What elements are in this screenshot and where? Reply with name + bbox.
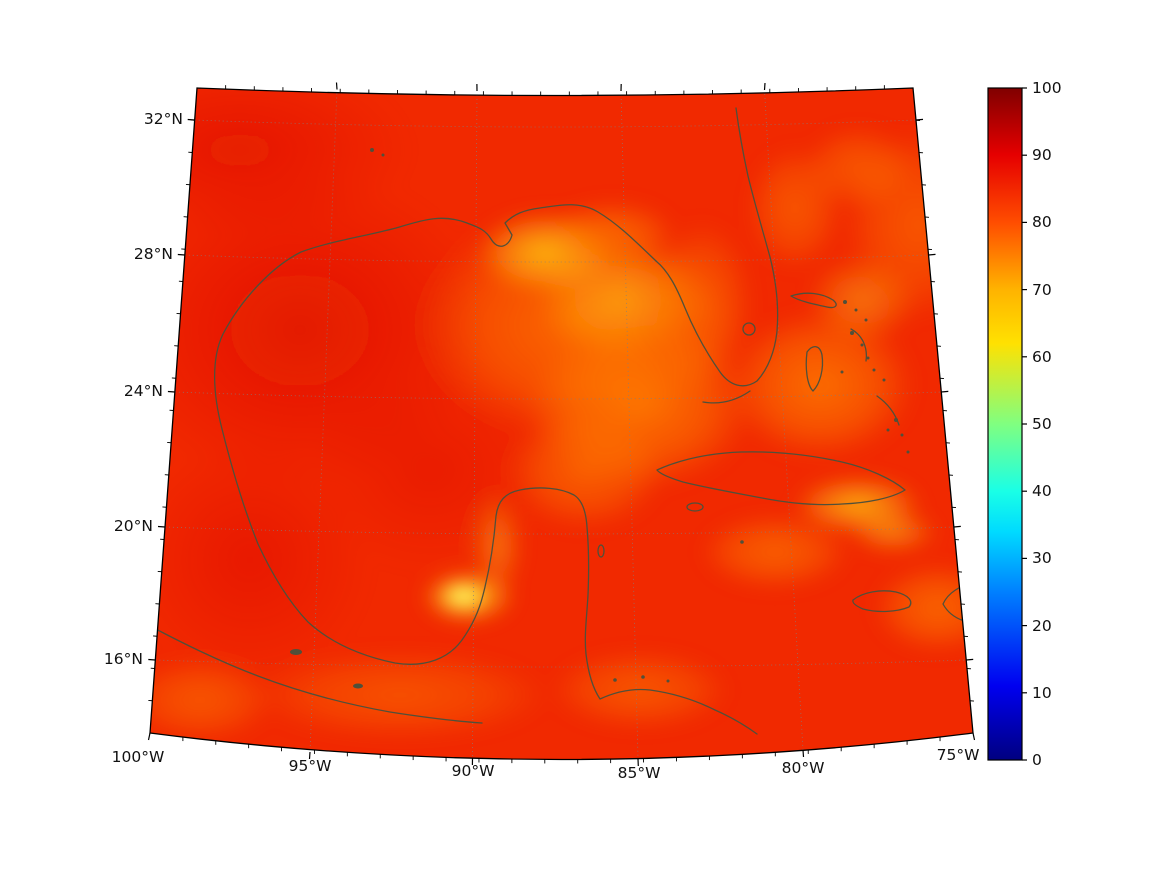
colorbar-ticks bbox=[1022, 87, 1027, 761]
lat-tick-label: 24°N bbox=[123, 382, 163, 400]
coast-florida bbox=[655, 107, 779, 387]
lon-tick-label: 100°W bbox=[111, 748, 165, 766]
colorbar-tick-label: 40 bbox=[1032, 482, 1052, 500]
lon-tick-label: 90°W bbox=[451, 762, 495, 780]
colorbar-tick-label: 0 bbox=[1032, 751, 1042, 769]
colorbar-tick-label: 50 bbox=[1032, 415, 1052, 433]
colorbar-tick-label: 70 bbox=[1032, 281, 1052, 299]
colorbar-tick-label: 80 bbox=[1032, 213, 1052, 231]
major-ticks bbox=[147, 82, 976, 767]
colorbar-tick-label: 100 bbox=[1032, 79, 1062, 97]
lat-tick-label: 20°N bbox=[113, 517, 153, 535]
colorbar-tick-label: 20 bbox=[1032, 617, 1052, 635]
colorbar-tick-label: 60 bbox=[1032, 348, 1052, 366]
colorbar-tick-label: 10 bbox=[1032, 684, 1052, 702]
lat-tick-label: 16°N bbox=[103, 650, 143, 668]
coastlines bbox=[151, 107, 973, 735]
coast-grand-bahama bbox=[790, 292, 837, 309]
heatmap-field bbox=[150, 88, 973, 760]
lon-tick-label: 75°W bbox=[936, 746, 980, 764]
coast-cozumel bbox=[597, 544, 605, 558]
lon-tick-label: 85°W bbox=[617, 764, 661, 782]
coast-andros bbox=[805, 346, 824, 392]
lat-tick-label: 32°N bbox=[143, 110, 183, 128]
coast-jamaica bbox=[852, 590, 912, 613]
coast-gulf-mexico-central-america bbox=[213, 204, 758, 735]
colorbar-gradient bbox=[987, 87, 1023, 761]
lon-tick-label: 80°W bbox=[781, 759, 825, 777]
coast-long-island-bahamas bbox=[876, 395, 900, 426]
lon-tick-label: 95°W bbox=[288, 757, 332, 775]
isle-of-youth bbox=[686, 502, 704, 512]
lat-tick-label: 28°N bbox=[133, 245, 173, 263]
minor-ticks bbox=[148, 85, 975, 764]
map-border bbox=[149, 87, 974, 761]
coast-eleuthera bbox=[850, 328, 868, 362]
lake-okeechobee bbox=[742, 322, 756, 336]
colorbar bbox=[987, 87, 1027, 761]
coast-cuba bbox=[656, 451, 906, 506]
coast-pacific-mexico bbox=[151, 626, 483, 724]
small-islands bbox=[290, 148, 910, 689]
colorbar-tick-label: 30 bbox=[1032, 549, 1052, 567]
colorbar-tick-label: 90 bbox=[1032, 146, 1052, 164]
graticule bbox=[155, 89, 967, 760]
coast-florida-keys bbox=[702, 390, 751, 404]
